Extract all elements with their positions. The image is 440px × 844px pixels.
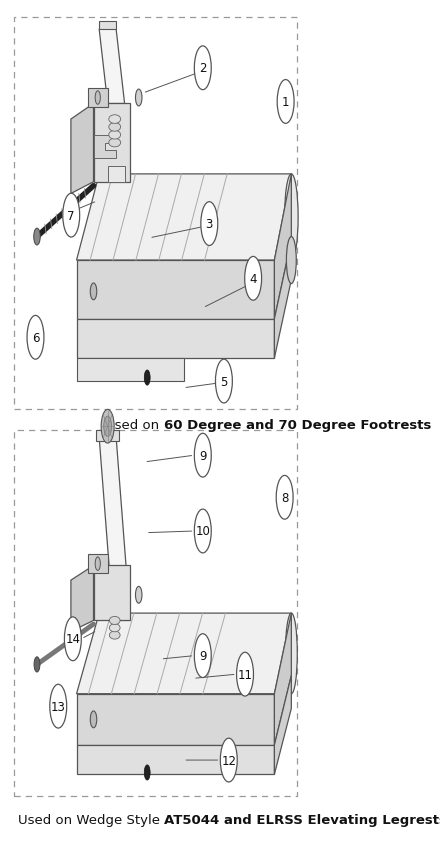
Ellipse shape (110, 631, 120, 640)
Polygon shape (77, 745, 275, 775)
Ellipse shape (110, 617, 120, 625)
Polygon shape (94, 136, 116, 159)
Circle shape (64, 617, 81, 661)
Polygon shape (275, 614, 291, 745)
Polygon shape (94, 105, 130, 182)
Circle shape (216, 360, 232, 403)
Polygon shape (77, 175, 291, 261)
Circle shape (50, 684, 67, 728)
Polygon shape (96, 430, 119, 441)
Circle shape (276, 476, 293, 520)
Text: 14: 14 (66, 632, 81, 646)
Ellipse shape (109, 123, 121, 132)
Text: 3: 3 (205, 218, 213, 230)
Circle shape (245, 257, 262, 300)
Text: 2: 2 (199, 62, 206, 75)
Text: 7: 7 (67, 209, 75, 222)
Text: 13: 13 (51, 700, 66, 713)
Circle shape (101, 410, 114, 444)
Polygon shape (99, 438, 130, 620)
Text: 4: 4 (249, 273, 257, 285)
Text: 11: 11 (238, 668, 253, 681)
Text: 8: 8 (281, 491, 288, 504)
Circle shape (136, 90, 142, 107)
Polygon shape (77, 614, 291, 694)
Circle shape (90, 711, 97, 728)
Ellipse shape (109, 139, 121, 148)
Circle shape (136, 587, 142, 603)
Text: Used on: Used on (106, 418, 164, 431)
Ellipse shape (286, 614, 297, 694)
Polygon shape (77, 261, 275, 319)
Circle shape (194, 634, 211, 678)
Circle shape (27, 316, 44, 360)
Polygon shape (71, 565, 94, 631)
Text: 12: 12 (221, 754, 236, 766)
Polygon shape (77, 359, 184, 382)
Ellipse shape (109, 116, 121, 124)
Circle shape (34, 657, 40, 672)
Text: 9: 9 (199, 649, 206, 663)
Text: 60 Degree and 70 Degree Footrests: 60 Degree and 70 Degree Footrests (164, 418, 431, 431)
Circle shape (34, 229, 40, 246)
Ellipse shape (109, 132, 121, 140)
Polygon shape (88, 555, 108, 573)
Polygon shape (275, 175, 291, 319)
Circle shape (194, 434, 211, 478)
Polygon shape (99, 30, 125, 105)
Text: 6: 6 (32, 332, 39, 344)
Polygon shape (275, 675, 291, 775)
Ellipse shape (285, 175, 298, 261)
Circle shape (63, 194, 80, 238)
Circle shape (144, 371, 150, 386)
Polygon shape (88, 89, 108, 108)
Text: AT5044 and ELRSS Elevating Legrests: AT5044 and ELRSS Elevating Legrests (164, 813, 440, 825)
Circle shape (144, 765, 150, 780)
Text: 1: 1 (282, 96, 290, 109)
Circle shape (104, 417, 112, 437)
Text: 9: 9 (199, 449, 206, 463)
Polygon shape (77, 694, 275, 745)
Polygon shape (71, 105, 94, 194)
Ellipse shape (286, 237, 296, 284)
Circle shape (237, 652, 253, 696)
Circle shape (194, 46, 211, 90)
Circle shape (95, 92, 100, 106)
Circle shape (90, 284, 97, 300)
Ellipse shape (110, 624, 120, 632)
Polygon shape (275, 241, 291, 359)
Circle shape (194, 510, 211, 553)
Text: 10: 10 (195, 525, 210, 538)
Text: Used on Wedge Style: Used on Wedge Style (18, 813, 164, 825)
Circle shape (220, 738, 237, 782)
Circle shape (95, 557, 100, 571)
Text: 5: 5 (220, 375, 227, 388)
Circle shape (201, 203, 218, 246)
Polygon shape (108, 167, 125, 182)
Polygon shape (99, 22, 116, 30)
Circle shape (277, 80, 294, 124)
Polygon shape (94, 565, 130, 620)
Polygon shape (77, 319, 275, 359)
